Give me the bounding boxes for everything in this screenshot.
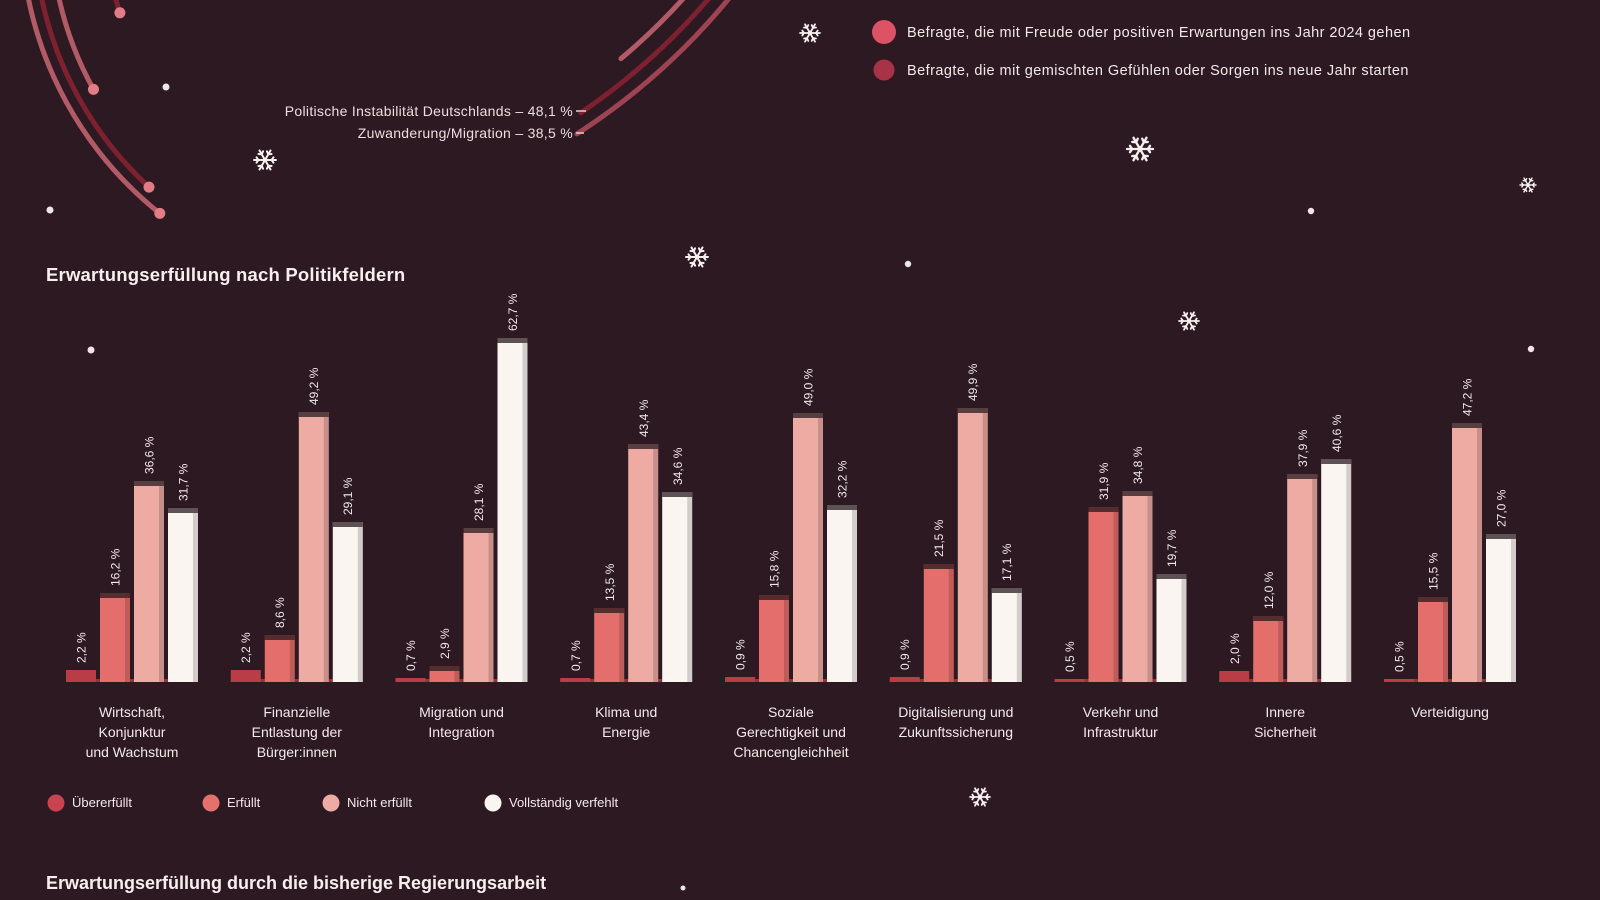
- svg-text:Erwartungserfüllung nach Polit: Erwartungserfüllung nach Politikfeldern: [46, 264, 405, 285]
- svg-text:Digitalisierung und: Digitalisierung und: [898, 704, 1013, 720]
- svg-text:49,2 %: 49,2 %: [307, 367, 321, 405]
- svg-text:0,9 %: 0,9 %: [898, 639, 912, 670]
- svg-text:0,7 %: 0,7 %: [404, 640, 418, 671]
- svg-text:16,2 %: 16,2 %: [109, 548, 123, 586]
- svg-text:Bürger:innen: Bürger:innen: [257, 744, 337, 760]
- svg-text:Übererfüllt: Übererfüllt: [72, 795, 132, 810]
- svg-text:0,5 %: 0,5 %: [1063, 641, 1077, 672]
- svg-text:34,8 %: 34,8 %: [1131, 446, 1145, 484]
- svg-text:Vollständig verfehlt: Vollständig verfehlt: [509, 795, 619, 810]
- svg-text:15,5 %: 15,5 %: [1427, 552, 1441, 590]
- svg-text:Zuwanderung/Migration – 38,5 %: Zuwanderung/Migration – 38,5 %: [358, 125, 573, 141]
- svg-text:Klima und: Klima und: [595, 704, 657, 720]
- svg-text:0,9 %: 0,9 %: [734, 639, 748, 670]
- svg-text:Verteidigung: Verteidigung: [1411, 704, 1489, 720]
- svg-text:31,9 %: 31,9 %: [1097, 462, 1111, 500]
- svg-text:12,0 %: 12,0 %: [1262, 571, 1276, 609]
- svg-text:Innere: Innere: [1265, 704, 1305, 720]
- svg-text:36,6 %: 36,6 %: [143, 436, 157, 474]
- svg-text:2,0 %: 2,0 %: [1228, 633, 1242, 664]
- svg-text:47,2 %: 47,2 %: [1461, 378, 1475, 416]
- svg-text:8,6 %: 8,6 %: [273, 597, 287, 628]
- svg-text:15,8 %: 15,8 %: [768, 550, 782, 588]
- svg-text:Soziale: Soziale: [768, 704, 814, 720]
- svg-text:Entlastung der: Entlastung der: [252, 724, 343, 740]
- svg-text:29,1 %: 29,1 %: [341, 477, 355, 515]
- svg-text:27,0 %: 27,0 %: [1495, 489, 1509, 527]
- svg-text:31,7 %: 31,7 %: [177, 463, 191, 501]
- svg-text:Migration und: Migration und: [419, 704, 504, 720]
- svg-text:Integration: Integration: [428, 724, 494, 740]
- svg-text:Erwartungserfüllung durch die: Erwartungserfüllung durch die bisherige …: [46, 873, 546, 893]
- svg-text:62,7 %: 62,7 %: [506, 293, 520, 331]
- svg-text:Energie: Energie: [602, 724, 650, 740]
- svg-text:2,2 %: 2,2 %: [75, 632, 89, 663]
- svg-text:32,2 %: 32,2 %: [836, 460, 850, 498]
- svg-text:Konjunktur: Konjunktur: [99, 724, 166, 740]
- svg-text:2,9 %: 2,9 %: [438, 628, 452, 659]
- svg-text:49,9 %: 49,9 %: [966, 363, 980, 401]
- svg-text:40,6 %: 40,6 %: [1330, 414, 1344, 452]
- svg-text:Nicht erfüllt: Nicht erfüllt: [347, 795, 412, 810]
- svg-text:Sicherheit: Sicherheit: [1254, 724, 1316, 740]
- svg-text:Zukunftssicherung: Zukunftssicherung: [899, 724, 1013, 740]
- svg-text:Finanzielle: Finanzielle: [263, 704, 330, 720]
- svg-text:Wirtschaft,: Wirtschaft,: [99, 704, 165, 720]
- svg-text:und Wachstum: und Wachstum: [86, 744, 179, 760]
- svg-text:37,9 %: 37,9 %: [1296, 429, 1310, 467]
- svg-text:Politische Instabilität Deutsc: Politische Instabilität Deutschlands – 4…: [285, 103, 573, 119]
- svg-text:0,7 %: 0,7 %: [569, 640, 583, 671]
- svg-text:0,5 %: 0,5 %: [1393, 641, 1407, 672]
- svg-text:43,4 %: 43,4 %: [637, 399, 651, 437]
- svg-text:Erfüllt: Erfüllt: [227, 795, 261, 810]
- svg-text:34,6 %: 34,6 %: [671, 447, 685, 485]
- svg-text:28,1 %: 28,1 %: [472, 483, 486, 521]
- svg-text:21,5 %: 21,5 %: [932, 519, 946, 557]
- svg-text:Chancengleichheit: Chancengleichheit: [733, 744, 848, 760]
- svg-text:Gerechtigkeit und: Gerechtigkeit und: [736, 724, 846, 740]
- svg-text:2,2 %: 2,2 %: [239, 632, 253, 663]
- svg-text:13,5 %: 13,5 %: [603, 563, 617, 601]
- svg-text:19,7 %: 19,7 %: [1165, 529, 1179, 567]
- svg-text:17,1 %: 17,1 %: [1000, 543, 1014, 581]
- svg-text:49,0 %: 49,0 %: [802, 368, 816, 406]
- svg-text:Infrastruktur: Infrastruktur: [1083, 724, 1158, 740]
- svg-text:Verkehr und: Verkehr und: [1083, 704, 1159, 720]
- svg-text:Befragte, die mit gemischten G: Befragte, die mit gemischten Gefühlen od…: [907, 63, 1409, 79]
- svg-text:Befragte, die mit Freude oder: Befragte, die mit Freude oder positiven …: [907, 25, 1410, 41]
